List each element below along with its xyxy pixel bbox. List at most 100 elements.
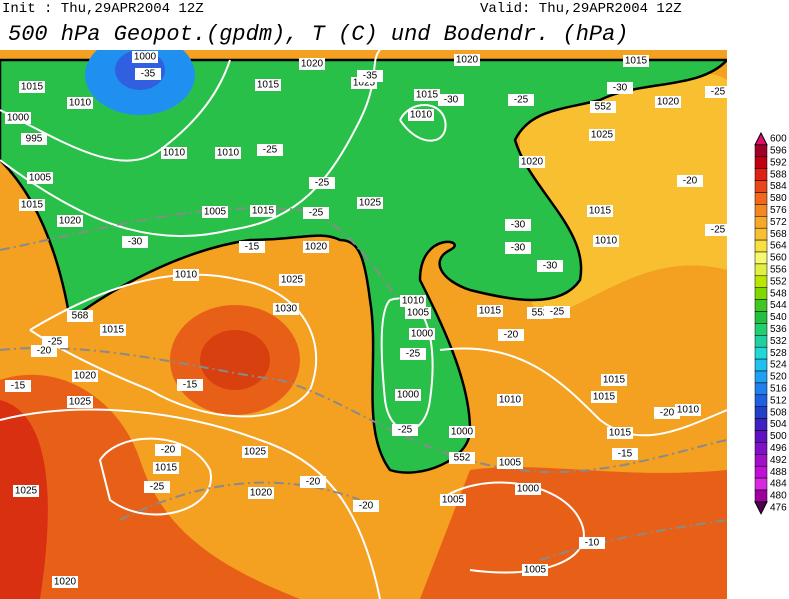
contour-label: -25 (315, 178, 330, 189)
contour-label: 1020 (250, 488, 273, 499)
contour-label: 1015 (102, 325, 125, 336)
label-box (303, 241, 329, 253)
label-box (449, 426, 475, 438)
map-field (0, 50, 727, 599)
contour-label: -10 (585, 538, 600, 549)
cold-air-area (0, 58, 727, 474)
colorbar-label: 512 (770, 395, 787, 406)
contour-label: 1000 (134, 52, 157, 63)
colorbar-cell (754, 465, 768, 479)
contour-label: 1020 (74, 371, 97, 382)
colorbar-cell (754, 394, 768, 407)
contour-label: 1025 (69, 397, 92, 408)
colorbar-label: 572 (770, 217, 787, 228)
colorbar-cell (754, 156, 768, 169)
contour-label: 1020 (301, 59, 324, 70)
colorbar-cell (754, 454, 768, 467)
hot-area (0, 400, 48, 599)
colorbar-label: 480 (770, 491, 787, 502)
colorbar-label: 536 (770, 324, 787, 335)
contour-label: 1015 (416, 90, 439, 101)
colorbar-cell (754, 275, 768, 288)
contour-label: 1015 (257, 80, 280, 91)
label-box (519, 156, 545, 168)
isotherm (0, 347, 727, 474)
label-box (19, 81, 45, 93)
contour-label: 995 (26, 134, 43, 145)
label-box (587, 205, 613, 217)
colorbar-cell (754, 216, 768, 229)
colorbar-label: 580 (770, 193, 787, 204)
label-box (405, 307, 431, 319)
label-box (300, 476, 326, 488)
label-box (544, 306, 570, 318)
valid-time: Valid: Thu,29APR2004 12Z (480, 1, 682, 17)
colorbar-cell (754, 489, 768, 503)
colorbar-label: 528 (770, 348, 787, 359)
label-box (67, 310, 93, 322)
contour-label: 1010 (499, 395, 522, 406)
colorbar-label: 548 (770, 288, 787, 299)
contour-label: 1025 (359, 198, 382, 209)
label-box (477, 305, 503, 317)
contour-label: -20 (660, 408, 675, 419)
label-box (279, 274, 305, 286)
colorbar-label: 520 (770, 372, 787, 383)
contour-label: -20 (161, 445, 176, 456)
contour-label: 1005 (524, 565, 547, 576)
contour-label: 1015 (589, 206, 612, 217)
contour-label: -25 (150, 482, 165, 493)
contour-label: 1010 (595, 236, 618, 247)
contour-label: -25 (48, 337, 63, 348)
label-box (408, 109, 434, 121)
colorbar-cell (754, 430, 768, 443)
map-title: 500 hPa Geopot.(gpdm), T (C) und Bodendr… (8, 22, 629, 47)
contour-label: 1015 (21, 200, 44, 211)
contour-label: 1020 (521, 157, 544, 168)
contour-label: -25 (711, 87, 726, 98)
label-box (153, 462, 179, 474)
label-box (132, 51, 158, 63)
label-box (607, 82, 633, 94)
contour-label: -20 (504, 330, 519, 341)
colorbar: 6005965925885845805765725685645605565525… (754, 131, 787, 515)
contour-label: 1010 (217, 148, 240, 159)
label-box (273, 303, 299, 315)
colorbar-cell (754, 477, 768, 491)
colorbar-cell (754, 370, 768, 384)
colorbar-label: 484 (770, 479, 787, 490)
label-box (497, 394, 523, 406)
colorbar-label: 500 (770, 431, 787, 442)
contour-label: 1025 (353, 78, 376, 89)
contour-label: 1005 (204, 207, 227, 218)
label-box (57, 215, 83, 227)
colorbar-cell (754, 251, 768, 265)
colorbar-cell (754, 168, 768, 181)
label-box (27, 172, 53, 184)
contour-label: -15 (183, 380, 198, 391)
label-box (589, 129, 615, 141)
label-box (677, 175, 703, 187)
label-box (309, 177, 335, 189)
colorbar-label: 568 (770, 229, 787, 240)
label-box (155, 444, 181, 456)
contour-label: -30 (444, 95, 459, 106)
contour-label: 1010 (677, 405, 700, 416)
label-box (498, 329, 524, 341)
label-box (5, 380, 31, 392)
contour-label: 552 (454, 453, 471, 464)
label-box (400, 348, 426, 360)
label-box (675, 404, 701, 416)
colorbar-cap (754, 501, 768, 515)
label-box (440, 494, 466, 506)
label-box (612, 448, 638, 460)
contour-label: -25 (550, 307, 565, 318)
contour-label: 1015 (155, 463, 178, 474)
label-box (13, 485, 39, 497)
label-box (579, 537, 605, 549)
colorbar-label: 508 (770, 407, 787, 418)
contour-label: 1025 (244, 447, 267, 458)
colorbar-cell (754, 442, 768, 455)
contour-label: 1025 (281, 275, 304, 286)
